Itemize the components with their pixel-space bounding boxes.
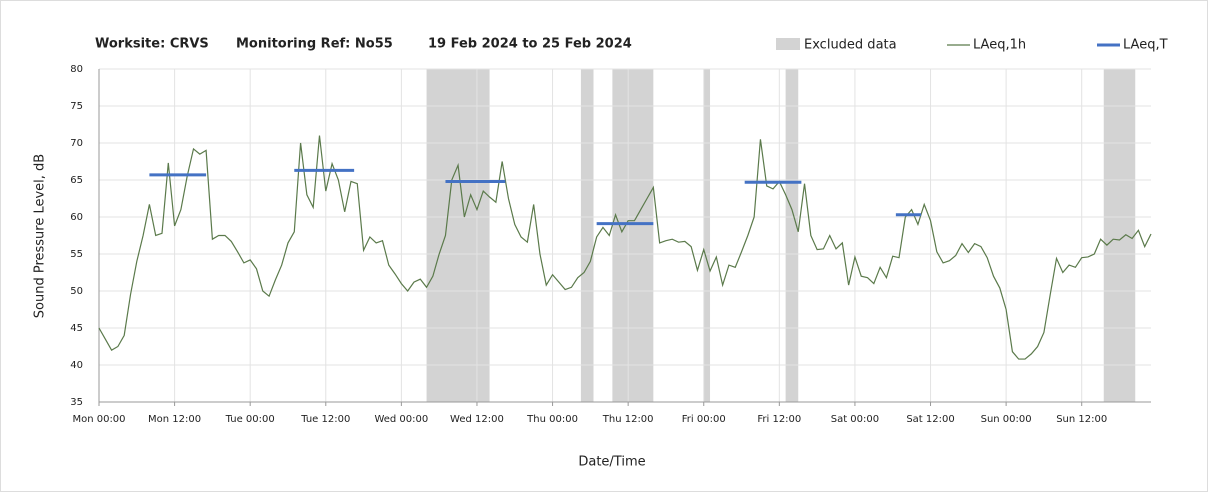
- y-tick-label: 40: [70, 360, 83, 371]
- y-tick-label: 75: [70, 101, 83, 112]
- excluded-band: [1103, 69, 1136, 402]
- x-tick-label: Wed 12:00: [450, 414, 504, 425]
- x-tick-label: Mon 12:00: [148, 414, 201, 425]
- x-axis-label: Date/Time: [578, 455, 645, 470]
- x-tick-label: Thu 12:00: [602, 414, 654, 425]
- y-tick-label: 60: [70, 212, 83, 223]
- excluded-band: [612, 69, 654, 402]
- legend-label: Excluded data: [804, 38, 897, 53]
- x-tick-label: Wed 00:00: [374, 414, 428, 425]
- y-axis-label: Sound Pressure Level, dB: [33, 154, 48, 318]
- x-tick-label: Sun 00:00: [981, 414, 1032, 425]
- excluded-band: [703, 69, 711, 402]
- x-tick-label: Sun 12:00: [1056, 414, 1107, 425]
- x-tick-label: Tue 00:00: [225, 414, 275, 425]
- x-tick-label: Tue 12:00: [300, 414, 350, 425]
- x-tick-label: Fri 00:00: [682, 414, 726, 425]
- legend-label: LAeq,1h: [973, 38, 1026, 53]
- legend-swatch: [776, 38, 800, 50]
- title-dates: 19 Feb 2024 to 25 Feb 2024: [428, 37, 632, 52]
- y-tick-label: 50: [70, 286, 83, 297]
- y-tick-label: 80: [70, 64, 83, 75]
- excluded-band: [580, 69, 594, 402]
- legend-label: LAeq,T: [1123, 38, 1168, 53]
- x-tick-label: Sat 00:00: [831, 414, 879, 425]
- y-tick-label: 65: [70, 175, 83, 186]
- y-tick-label: 55: [70, 249, 83, 260]
- x-tick-label: Mon 00:00: [72, 414, 125, 425]
- line-series: [98, 135, 1152, 360]
- x-tick-label: Thu 00:00: [526, 414, 578, 425]
- x-tick-label: Sat 12:00: [906, 414, 954, 425]
- y-tick-label: 45: [70, 323, 83, 334]
- title-ref: Monitoring Ref: No55: [236, 37, 393, 52]
- excluded-band: [426, 69, 490, 402]
- x-tick-label: Fri 12:00: [757, 414, 801, 425]
- y-tick-label: 35: [70, 397, 83, 408]
- excluded-band: [785, 69, 799, 402]
- title-site: Worksite: CRVS: [95, 37, 209, 52]
- y-tick-label: 70: [70, 138, 83, 149]
